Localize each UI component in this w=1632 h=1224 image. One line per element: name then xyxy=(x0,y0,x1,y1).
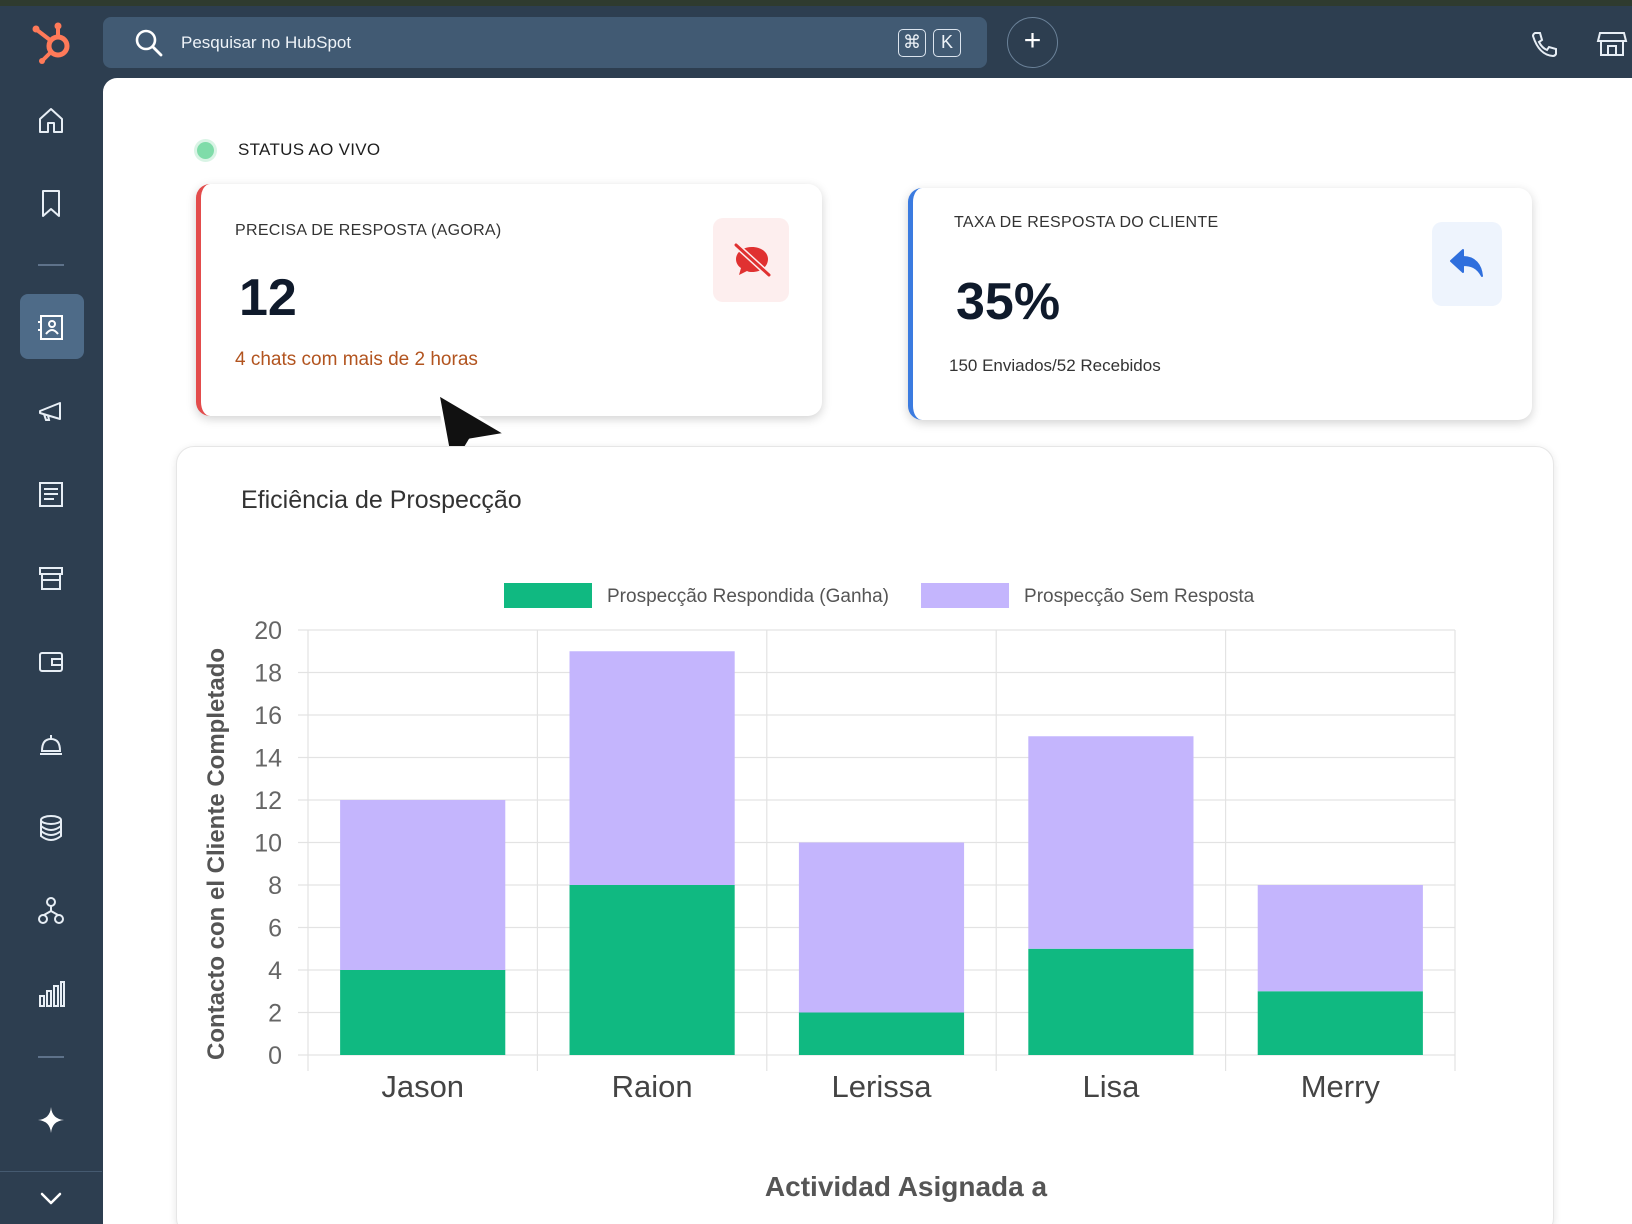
y-tick-label: 20 xyxy=(254,617,282,645)
contacts-icon[interactable] xyxy=(34,310,68,344)
search-bar[interactable]: Pesquisar no HubSpot ⌘ K xyxy=(103,17,987,68)
automation-icon[interactable] xyxy=(34,894,68,928)
bar-segment xyxy=(569,651,735,885)
needs-response-card[interactable]: PRECISA DE RESPOSTA (AGORA) 12 4 chats c… xyxy=(196,184,822,416)
x-tick-label: Jason xyxy=(381,1069,464,1104)
x-tick-label: Lisa xyxy=(1082,1069,1140,1104)
legend-swatch xyxy=(921,583,1010,608)
hubspot-logo-icon[interactable] xyxy=(28,20,78,66)
y-tick-label: 16 xyxy=(254,702,282,730)
legend-label: Prospecção Sem Resposta xyxy=(1024,586,1255,607)
bar-segment xyxy=(1257,991,1423,1055)
chat-off-icon xyxy=(733,242,772,278)
wallet-icon[interactable] xyxy=(34,644,68,678)
marketplace-icon[interactable] xyxy=(1592,27,1632,61)
sidebar-divider xyxy=(38,264,64,266)
content-icon[interactable] xyxy=(34,477,68,511)
customer-response-rate-card[interactable]: TAXA DE RESPOSTA DO CLIENTE 35% 150 Envi… xyxy=(908,188,1532,420)
bar-segment xyxy=(1257,885,1423,992)
bar-segment xyxy=(340,800,506,970)
x-tick-label: Raion xyxy=(612,1069,693,1104)
y-tick-label: 12 xyxy=(254,787,282,815)
bar-segment xyxy=(340,970,506,1055)
x-tick-label: Lerissa xyxy=(832,1069,933,1104)
card-icon-box xyxy=(713,218,789,302)
stacked-bar-chart: 0 2 4 6 8 10 12 14 16 18 20 Jason Raion Lerissa Lisa M… xyxy=(203,583,1456,1202)
legend-swatch xyxy=(504,583,592,608)
shortcut-cmd-key: ⌘ xyxy=(898,29,926,57)
y-tick-label: 2 xyxy=(268,1000,282,1028)
home-icon[interactable] xyxy=(34,103,68,137)
y-tick-label: 0 xyxy=(268,1042,282,1070)
card-value: 35% xyxy=(956,273,1061,331)
y-axis-label: Contacto con el Cliente Completado xyxy=(203,648,230,1060)
chevron-down-icon[interactable] xyxy=(34,1182,68,1216)
card-subtext: 150 Enviados/52 Recebidos xyxy=(949,356,1161,375)
sidebar-divider xyxy=(38,1056,64,1058)
x-tick-label: Merry xyxy=(1301,1069,1381,1104)
bar-segment xyxy=(798,1012,965,1055)
x-axis-label: Actividad Asignada a xyxy=(765,1171,1048,1202)
legend-label: Prospecção Respondida (Ganha) xyxy=(607,586,889,607)
reports-chart-icon[interactable] xyxy=(34,978,68,1012)
bar-segment xyxy=(1028,948,1194,1055)
y-tick-label: 10 xyxy=(254,830,282,858)
card-label: PRECISA DE RESPOSTA (AGORA) xyxy=(235,222,502,239)
chart-title: Eficiência de Prospecção xyxy=(241,486,522,514)
y-tick-label: 8 xyxy=(268,872,282,900)
commerce-icon[interactable] xyxy=(34,561,68,595)
y-tick-label: 6 xyxy=(268,915,282,943)
sidebar-bottom-divider xyxy=(0,1171,102,1172)
y-tick-label: 14 xyxy=(254,745,282,773)
ai-sparkle-icon[interactable] xyxy=(34,1103,68,1137)
y-tick-label: 4 xyxy=(268,957,282,985)
bar-segment xyxy=(569,885,735,1055)
service-bell-icon[interactable] xyxy=(34,727,68,761)
marketing-megaphone-icon[interactable] xyxy=(34,394,68,428)
live-status-label: STATUS AO VIVO xyxy=(238,140,381,159)
card-value: 12 xyxy=(239,269,297,327)
bar-segment xyxy=(798,842,965,1013)
create-new-button[interactable]: + xyxy=(1007,17,1058,68)
search-icon xyxy=(135,29,163,57)
card-icon-box xyxy=(1432,222,1502,306)
shortcut-k-key: K xyxy=(933,29,961,57)
bar-segment xyxy=(1028,736,1194,949)
card-subtext: 4 chats com mais de 2 horas xyxy=(235,349,478,370)
bookmark-icon[interactable] xyxy=(34,186,68,220)
y-tick-label: 18 xyxy=(254,660,282,688)
database-icon[interactable] xyxy=(34,811,68,845)
card-label: TAXA DE RESPOSTA DO CLIENTE xyxy=(954,214,1219,231)
reply-icon xyxy=(1450,249,1483,277)
search-input[interactable]: Pesquisar no HubSpot xyxy=(181,33,352,52)
window-top-edge xyxy=(0,0,1632,6)
live-status-indicator xyxy=(197,142,214,159)
phone-icon[interactable] xyxy=(1526,27,1560,61)
